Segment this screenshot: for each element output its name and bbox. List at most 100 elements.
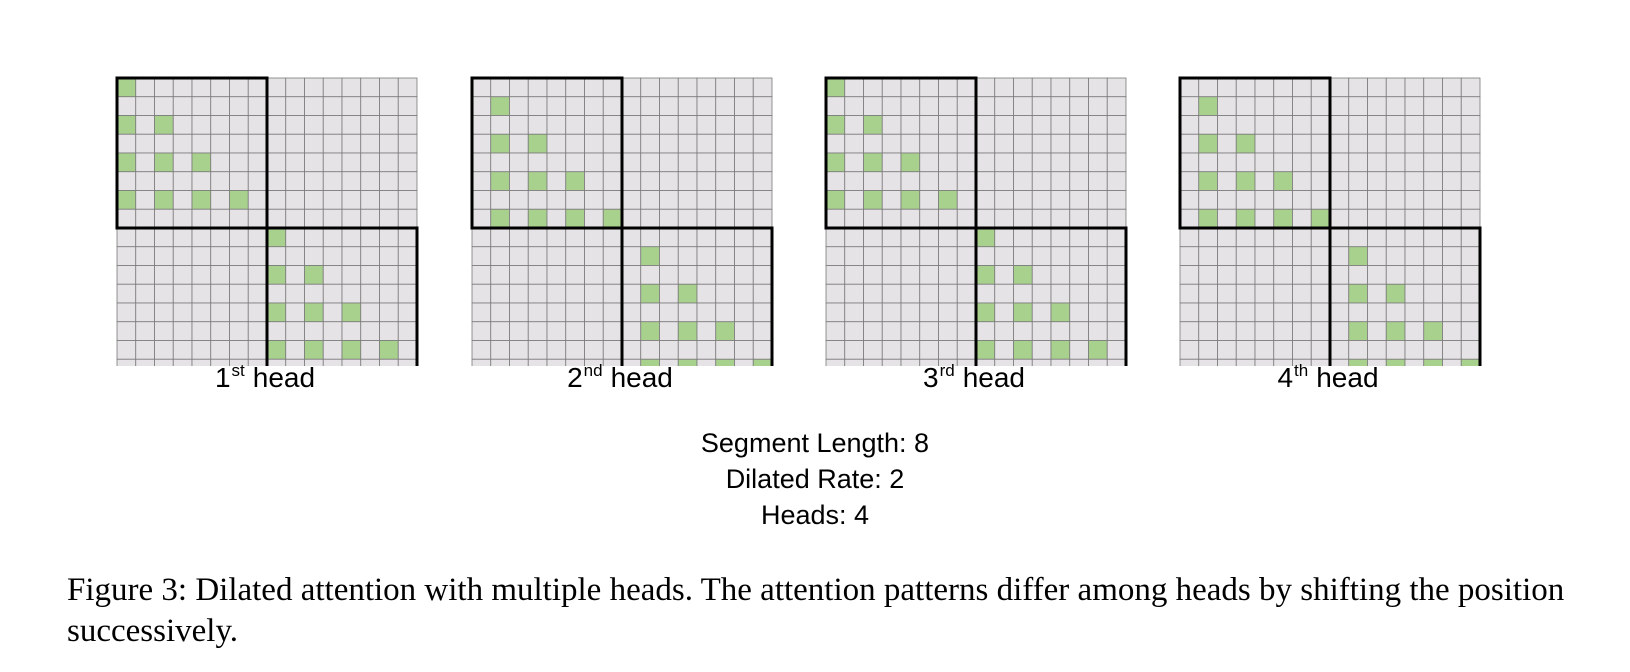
attention-cell xyxy=(696,227,717,248)
attention-cell-active xyxy=(975,227,996,248)
attention-cell-active xyxy=(900,190,921,210)
attention-cell xyxy=(322,208,343,229)
attention-cell xyxy=(1217,265,1237,285)
attention-cell xyxy=(397,115,418,135)
attention-cell xyxy=(322,358,343,366)
attention-cell xyxy=(734,208,754,229)
attention-cell xyxy=(621,133,642,154)
attention-cell xyxy=(602,265,623,285)
attention-cell xyxy=(154,302,174,323)
head-1-ordinal: 1 xyxy=(214,362,231,393)
attention-cell xyxy=(825,358,846,366)
attention-cell xyxy=(229,283,249,304)
attention-cell xyxy=(863,96,883,116)
attention-cell xyxy=(285,283,305,304)
head-1-word: head xyxy=(252,362,316,393)
attention-cell xyxy=(734,358,754,366)
segment-border xyxy=(265,226,419,366)
attention-cell xyxy=(1217,340,1237,360)
attention-cell xyxy=(1310,321,1331,341)
attention-cell xyxy=(471,321,492,341)
attention-cell xyxy=(471,227,492,248)
attention-cell xyxy=(752,190,773,210)
attention-cell-active xyxy=(266,340,287,360)
attention-cell-active xyxy=(863,152,883,173)
attention-cell xyxy=(247,152,268,173)
attention-cell xyxy=(229,246,249,266)
attention-cell xyxy=(1069,96,1089,116)
attention-cell xyxy=(322,340,343,360)
attention-cell xyxy=(1367,340,1387,360)
attention-cell xyxy=(1069,265,1089,285)
attention-cell xyxy=(1050,77,1071,98)
attention-cell xyxy=(360,152,380,173)
attention-cell xyxy=(1179,265,1200,285)
attention-cell xyxy=(919,246,939,266)
attention-cell xyxy=(696,246,717,266)
attention-cell xyxy=(881,133,902,154)
attention-cell xyxy=(397,358,418,366)
attention-cell xyxy=(919,227,939,248)
attention-cell xyxy=(1013,96,1033,116)
attention-cell xyxy=(659,321,679,341)
attention-cell xyxy=(527,115,548,135)
attention-cell xyxy=(1179,133,1200,154)
attention-cell xyxy=(490,190,510,210)
attention-cell xyxy=(1254,208,1275,229)
attention-cell-active xyxy=(191,152,212,173)
attention-cell xyxy=(752,77,773,98)
attention-cell xyxy=(341,246,362,266)
attention-cell xyxy=(1106,246,1127,266)
attention-cell xyxy=(844,152,864,173)
attention-cell-active xyxy=(304,340,324,360)
attention-cell xyxy=(919,302,939,323)
attention-cell xyxy=(659,227,679,248)
attention-cell xyxy=(938,321,958,341)
attention-cell xyxy=(1088,77,1108,98)
attention-cell xyxy=(135,340,155,360)
attention-cell xyxy=(247,77,268,98)
attention-cell xyxy=(210,115,230,135)
attention-cell xyxy=(360,171,380,191)
attention-cell xyxy=(734,227,754,248)
attention-cell xyxy=(322,152,343,173)
attention-cell-active xyxy=(1348,283,1368,304)
attention-cell xyxy=(379,358,399,366)
attention-cell xyxy=(1460,208,1481,229)
attention-cell xyxy=(1442,152,1462,173)
attention-cell xyxy=(938,133,958,154)
attention-cell xyxy=(1367,246,1387,266)
attention-cell xyxy=(471,190,492,210)
attention-cell xyxy=(1217,208,1237,229)
attention-cell xyxy=(844,96,864,116)
attention-cell xyxy=(715,190,735,210)
attention-cell xyxy=(210,340,230,360)
attention-cell xyxy=(304,190,324,210)
attention-cell xyxy=(696,265,717,285)
attention-cell xyxy=(919,133,939,154)
attention-cell xyxy=(1069,227,1089,248)
attention-cell xyxy=(247,321,268,341)
attention-cell xyxy=(546,171,567,191)
attention-cell xyxy=(210,283,230,304)
attention-cell xyxy=(379,96,399,116)
attention-cell xyxy=(172,302,193,323)
attention-cell xyxy=(229,321,249,341)
attention-cell xyxy=(825,227,846,248)
attention-cell xyxy=(881,246,902,266)
attention-cell xyxy=(1050,152,1071,173)
attention-cell xyxy=(1217,358,1237,366)
attention-cell xyxy=(304,115,324,135)
attention-cell xyxy=(1050,96,1071,116)
attention-cell xyxy=(1069,115,1089,135)
attention-cell xyxy=(1069,302,1089,323)
attention-cell xyxy=(881,321,902,341)
attention-cell xyxy=(116,265,137,285)
attention-cell xyxy=(1310,358,1331,366)
attention-cell-active xyxy=(1385,283,1406,304)
attention-cell xyxy=(1254,171,1275,191)
attention-cell xyxy=(565,190,585,210)
attention-cell xyxy=(1217,115,1237,135)
attention-cell xyxy=(210,190,230,210)
attention-cell xyxy=(1013,358,1033,366)
